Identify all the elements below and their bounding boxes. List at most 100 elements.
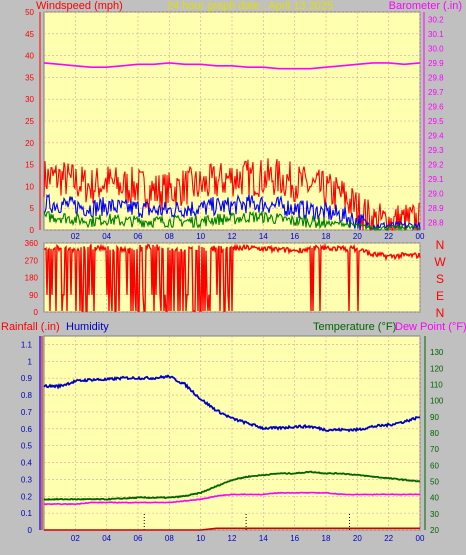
wind-gust-line [43, 158, 421, 231]
temp-ytick-1: 30 [430, 510, 439, 519]
temp-xtick-7: 14 [259, 534, 268, 543]
direction-series [43, 242, 421, 312]
temp-ytick-8: 100 [430, 397, 444, 406]
temp-series [43, 374, 421, 531]
temp-xtick-11: 22 [384, 534, 393, 543]
temp-xtick-12: 00 [416, 534, 425, 543]
wind-xtick-2: 06 [134, 232, 143, 241]
temp-xtick-1: 02 [71, 534, 80, 543]
rain-ytick-1: 0.1 [21, 509, 33, 518]
compass-s: S [436, 272, 444, 286]
humidity-axis-label: Humidity [66, 321, 109, 333]
dir-ytick-1: 90 [29, 291, 38, 300]
wind-ytick-9: 45 [25, 30, 34, 39]
rain-ytick-5: 0.5 [21, 442, 33, 451]
wind-xtick-11: 00 [416, 232, 425, 241]
wind-xtick-10: 22 [384, 232, 393, 241]
baro-ytick-9: 29.7 [428, 88, 444, 97]
temp-ytick-0: 20 [430, 526, 439, 535]
temp-xtick-4: 08 [165, 534, 174, 543]
wind-ytick-8: 40 [25, 52, 34, 61]
rain-ytick-7: 0.7 [21, 408, 33, 417]
temp-ytick-2: 40 [430, 494, 439, 503]
baro-ytick-14: 30.2 [428, 15, 444, 24]
compass-e: E [436, 289, 444, 303]
baro-ytick-7: 29.5 [428, 117, 444, 126]
wind-xtick-6: 14 [259, 232, 268, 241]
barometer-axis-label: Barometer (.in) [389, 0, 462, 12]
rainfall-axis-label: Rainfall (.in) [1, 321, 60, 333]
rain-ytick-0: 0 [28, 526, 33, 535]
wind-xtick-4: 10 [196, 232, 205, 241]
wind-ytick-4: 20 [25, 139, 34, 148]
rain-ytick-10: 1 [28, 357, 33, 366]
baro-ytick-11: 29.9 [428, 59, 444, 68]
baro-ytick-10: 29.8 [428, 73, 444, 82]
wind-xtick-1: 04 [102, 232, 111, 241]
rain-ytick-3: 0.3 [21, 475, 33, 484]
dewpoint-axis-label: Dew Point (°F) [395, 321, 466, 333]
windspeed-axis-label: Windspeed (mph) [36, 0, 123, 12]
wind-xtick-3: 08 [165, 232, 174, 241]
wind-xtick-5: 12 [228, 232, 237, 241]
baro-ytick-8: 29.6 [428, 102, 444, 111]
temp-ytick-5: 70 [430, 445, 439, 454]
dir-ytick-0: 0 [34, 308, 39, 317]
temp-xtick-9: 18 [322, 534, 331, 543]
wind-xtick-7: 16 [290, 232, 299, 241]
wind-direction-line [43, 242, 421, 312]
dewpoint-line [43, 491, 421, 506]
baro-ytick-13: 30.1 [428, 30, 444, 39]
wind-xtick-0: 02 [71, 232, 80, 241]
compass-w: W [434, 255, 446, 269]
dir-ytick-3: 270 [25, 256, 39, 265]
direction-compass-labels: N W S E N [434, 238, 446, 320]
wind-ytick-7: 35 [25, 73, 34, 82]
baro-ytick-0: 28.8 [428, 219, 444, 228]
rainfall-line [44, 527, 420, 531]
compass-n-top: N [436, 238, 445, 252]
rain-ytick-8: 0.8 [21, 391, 33, 400]
humidity-line [43, 374, 421, 433]
rain-ytick-11: 1.1 [21, 340, 33, 349]
rain-ytick-2: 0.2 [21, 492, 33, 501]
baro-ytick-6: 29.4 [428, 132, 444, 141]
temp-ytick-4: 60 [430, 461, 439, 470]
dir-ytick-2: 180 [25, 274, 39, 283]
temp-ytick-6: 80 [430, 429, 439, 438]
baro-ytick-4: 29.2 [428, 161, 444, 170]
temp-xtick-3: 06 [134, 534, 143, 543]
temp-axes: 0 0.1 0.2 0.3 0.4 0.5 0.6 0.7 0.8 0.9 1 1.1 20 30 40 50… [21, 336, 444, 543]
temp-ytick-3: 50 [430, 478, 439, 487]
wind-ytick-5: 25 [25, 117, 34, 126]
temp-ytick-10: 120 [430, 364, 444, 373]
wind-xtick-8: 18 [322, 232, 331, 241]
temp-xtick-5: 10 [196, 534, 205, 543]
baro-ytick-5: 29.3 [428, 146, 444, 155]
temp-ytick-11: 130 [430, 348, 444, 357]
wind-series [43, 62, 421, 232]
temp-xtick-2: 04 [102, 534, 111, 543]
temp-xtick-6: 12 [228, 534, 237, 543]
baro-ytick-3: 29.1 [428, 175, 444, 184]
temp-xtick-8: 16 [290, 534, 299, 543]
wind-ytick-2: 10 [25, 182, 34, 191]
temperature-axis-label: Temperature (°F) [313, 321, 396, 333]
temp-ytick-9: 110 [430, 381, 443, 390]
wind-grid [44, 11, 421, 231]
baro-ytick-12: 30.0 [428, 44, 444, 53]
wind-ytick-10: 50 [25, 8, 34, 17]
wind-ytick-1: 5 [30, 204, 35, 213]
graph-title: 24 hour graph date : April 13 2025 [167, 0, 333, 12]
dir-ytick-4: 360 [25, 239, 39, 248]
wind-ytick-6: 30 [25, 95, 34, 104]
wind-ytick-0: 0 [30, 226, 35, 235]
direction-axes: 0 90 180 270 360 [25, 239, 39, 317]
wind-xtick-9: 20 [353, 232, 362, 241]
wind-axes: 0 5 10 15 20 25 30 35 40 45 50 02 04 06 08 10 12 14 16 18 20… [25, 8, 444, 241]
barometer-line [43, 62, 421, 70]
wind-low-line [43, 210, 421, 232]
temp-xtick-10: 20 [353, 534, 362, 543]
baro-ytick-2: 29.0 [428, 190, 444, 199]
